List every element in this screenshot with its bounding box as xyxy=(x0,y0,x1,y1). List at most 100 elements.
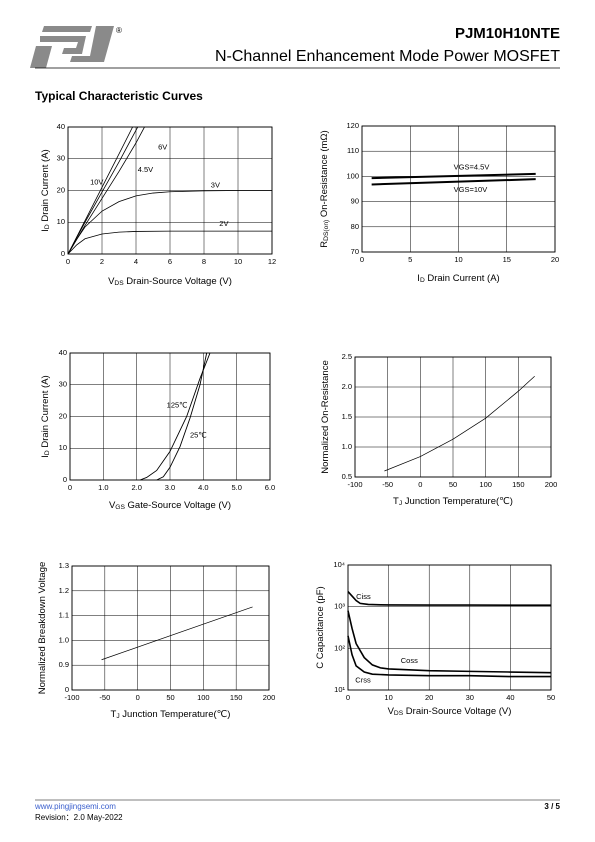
y-axis-label-part: Drain Current (A) xyxy=(40,149,51,224)
y-tick-label: 1.0 xyxy=(342,442,352,451)
y-axis-label-part: I xyxy=(40,229,51,232)
series-line xyxy=(67,126,145,255)
section-title: Typical Characteristic Curves xyxy=(35,89,203,103)
y-tick-label: 1.3 xyxy=(59,561,69,570)
series-line xyxy=(347,610,552,674)
x-tick-label: 0 xyxy=(360,255,364,264)
x-tick-label: 50 xyxy=(449,480,457,489)
x-axis-label-part: J xyxy=(399,500,402,507)
y-tick-label: 2.5 xyxy=(342,352,352,361)
x-tick-label: 10 xyxy=(384,693,392,702)
y-axis-label-part: Normalized On-Resistance xyxy=(320,360,331,474)
y-tick-label: 1.5 xyxy=(342,412,352,421)
series-label: 25℃ xyxy=(190,431,207,440)
x-tick-label: 50 xyxy=(166,693,174,702)
y-tick-label: 10⁴ xyxy=(333,560,345,569)
series-line xyxy=(384,375,535,472)
y-tick-label: 30 xyxy=(59,380,67,389)
x-axis-label-part: Drain Current (A) xyxy=(425,273,500,284)
x-tick-label: 2.0 xyxy=(131,483,141,492)
y-axis-label: ID Drain Current (A) xyxy=(40,149,51,231)
series-line xyxy=(67,190,272,255)
x-tick-label: -100 xyxy=(347,480,362,489)
y-axis-label-part: C Capacitance (pF) xyxy=(315,586,326,668)
y-tick-label: 110 xyxy=(347,146,359,155)
series-line xyxy=(347,591,551,606)
x-axis-label: VGS Gate-Source Voltage (V) xyxy=(109,500,231,511)
logo-bar xyxy=(42,26,92,32)
series-line xyxy=(67,126,139,255)
y-axis-label: RDS(on) On-Resistance (mΩ) xyxy=(319,130,330,247)
x-tick-label: 5.0 xyxy=(231,483,241,492)
logo-j xyxy=(70,26,114,62)
x-axis-label: VDS Drain-Source Voltage (V) xyxy=(108,276,232,287)
plot-frame xyxy=(361,125,556,253)
y-tick-label: 10 xyxy=(57,217,65,226)
series-label: Crss xyxy=(355,675,371,684)
y-axis-label-part: Normalized Breakdown Voltage xyxy=(37,562,48,695)
series-label: VGS=4.5V xyxy=(454,163,490,172)
series-line xyxy=(67,126,133,255)
y-axis-label: ID Drain Current (A) xyxy=(40,375,51,457)
series-label: 4.5V xyxy=(138,165,153,174)
x-tick-label: 15 xyxy=(503,255,511,264)
part-number: PJM10H10NTE xyxy=(455,25,560,42)
y-axis-label-part: Drain Current (A) xyxy=(40,375,51,450)
y-axis-label-part: D xyxy=(44,450,51,455)
website[interactable]: www.pingjingsemi.com xyxy=(34,802,116,811)
y-tick-label: 120 xyxy=(346,121,359,130)
plot-frame xyxy=(69,352,271,481)
series-label: 2V xyxy=(219,219,228,228)
series-line xyxy=(156,352,208,481)
y-tick-label: 10¹ xyxy=(334,685,345,694)
x-tick-label: 3.0 xyxy=(165,483,175,492)
logo-p xyxy=(40,36,86,54)
x-axis-label-part: D xyxy=(420,277,425,284)
x-axis-label-part: Junction Temperature(℃) xyxy=(402,496,513,507)
x-axis-label-part: V xyxy=(108,276,115,287)
x-axis-label-part: DS xyxy=(394,710,404,717)
y-axis-label-part: I xyxy=(40,455,51,458)
series-line xyxy=(67,230,272,255)
series-label: 10V xyxy=(90,178,103,187)
series-label: 6V xyxy=(158,143,167,152)
registered-mark: ® xyxy=(116,26,122,35)
y-tick-label: 70 xyxy=(351,247,359,256)
x-tick-label: -50 xyxy=(382,480,393,489)
x-axis-label-part: Gate-Source Voltage (V) xyxy=(125,500,231,511)
y-tick-label: 90 xyxy=(351,197,359,206)
x-tick-label: 100 xyxy=(479,480,492,489)
x-tick-label: 4 xyxy=(134,257,138,266)
x-tick-label: 6 xyxy=(168,257,172,266)
plot-frame xyxy=(347,564,552,691)
logo-stem xyxy=(30,46,52,68)
x-axis-label-part: Drain-Source Voltage (V) xyxy=(124,276,232,287)
x-axis-label-part: Junction Temperature(℃) xyxy=(120,709,231,720)
y-axis-label-part: On-Resistance (mΩ) xyxy=(319,130,330,219)
x-axis-label-part: V xyxy=(109,500,116,511)
x-axis-label-part: I xyxy=(417,273,420,284)
y-tick-label: 40 xyxy=(57,122,65,131)
y-tick-label: 0 xyxy=(63,475,67,484)
series-label: Coss xyxy=(401,656,418,665)
series-line xyxy=(371,172,536,180)
x-tick-label: 40 xyxy=(506,693,514,702)
x-axis-label: TJ Junction Temperature(℃) xyxy=(111,709,231,720)
x-tick-label: 5 xyxy=(408,255,412,264)
x-tick-label: 200 xyxy=(263,693,276,702)
y-tick-label: 20 xyxy=(57,185,65,194)
x-tick-label: 2 xyxy=(100,257,104,266)
subtitle: N-Channel Enhancement Mode Power MOSFET xyxy=(215,48,560,65)
plot-frame xyxy=(71,565,270,691)
series-label: VGS=10V xyxy=(454,185,488,194)
x-tick-label: 4.0 xyxy=(198,483,208,492)
series-line xyxy=(371,178,536,186)
x-tick-label: 0 xyxy=(346,693,350,702)
x-tick-label: 1.0 xyxy=(98,483,108,492)
x-tick-label: 10 xyxy=(234,257,242,266)
x-tick-label: 6.0 xyxy=(265,483,275,492)
y-axis-label-part: D xyxy=(44,224,51,229)
x-axis-label-part: T xyxy=(111,709,117,720)
x-tick-label: 150 xyxy=(512,480,525,489)
